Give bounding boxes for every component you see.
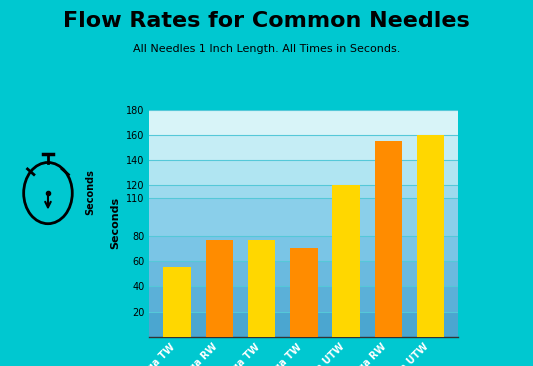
- Text: Seconds: Seconds: [86, 169, 95, 215]
- Bar: [163, 268, 191, 337]
- Bar: [417, 135, 445, 337]
- Y-axis label: Seconds: Seconds: [110, 197, 120, 249]
- Bar: [248, 240, 275, 337]
- Bar: [149, 110, 458, 135]
- Bar: [149, 186, 458, 198]
- Bar: [375, 141, 402, 337]
- Bar: [333, 186, 360, 337]
- Text: All Needles 1 Inch Length. All Times in Seconds.: All Needles 1 Inch Length. All Times in …: [133, 44, 400, 54]
- Bar: [149, 198, 458, 236]
- Bar: [149, 311, 458, 337]
- Bar: [149, 160, 458, 186]
- Bar: [149, 236, 458, 261]
- Bar: [206, 240, 233, 337]
- Bar: [290, 249, 318, 337]
- Text: Flow Rates for Common Needles: Flow Rates for Common Needles: [63, 11, 470, 31]
- Bar: [149, 286, 458, 311]
- Bar: [149, 261, 458, 286]
- Bar: [149, 135, 458, 160]
